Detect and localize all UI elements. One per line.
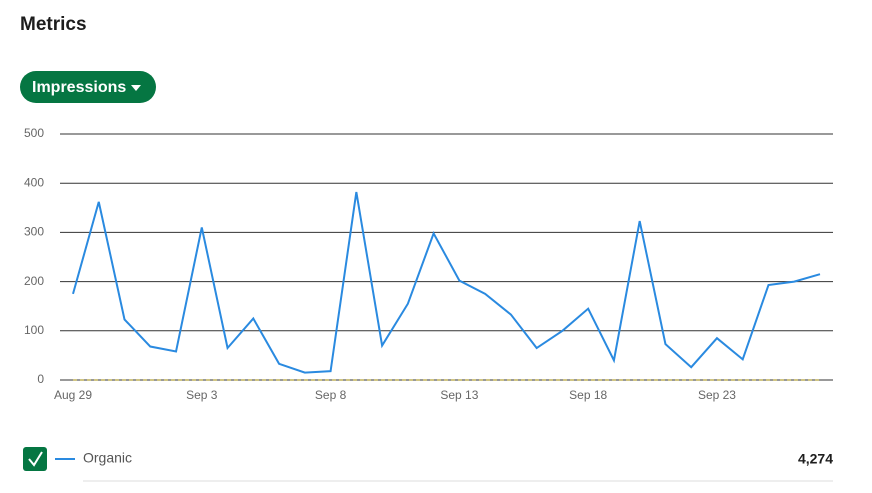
legend-checkbox[interactable] (23, 447, 47, 471)
series-line (72, 191, 821, 374)
y-tick-label: 200 (24, 274, 44, 288)
legend-label: Organic (83, 450, 132, 466)
y-tick-label: 400 (24, 175, 44, 189)
y-tick-label: 300 (24, 225, 44, 239)
impressions-dropdown[interactable]: Impressions (20, 71, 156, 103)
y-tick-label: 0 (37, 372, 44, 386)
dropdown-caret (131, 85, 141, 91)
x-tick-label: Sep 18 (569, 388, 607, 402)
checkmark (28, 451, 43, 467)
x-tick-label: Sep 23 (698, 388, 736, 402)
x-tick-label: Sep 8 (315, 388, 347, 402)
total-value: 4,274 (798, 451, 833, 467)
y-tick-label: 500 (24, 126, 44, 140)
dropdown-label[interactable]: Impressions (32, 79, 126, 96)
checkbox[interactable] (23, 447, 47, 471)
y-tick-label: 100 (24, 323, 44, 337)
dropdown-button[interactable] (20, 71, 156, 103)
panel-title: Metrics (20, 14, 87, 35)
x-tick-label: Sep 3 (186, 388, 218, 402)
x-tick-label: Sep 13 (440, 388, 478, 402)
x-tick-label: Aug 29 (54, 388, 92, 402)
